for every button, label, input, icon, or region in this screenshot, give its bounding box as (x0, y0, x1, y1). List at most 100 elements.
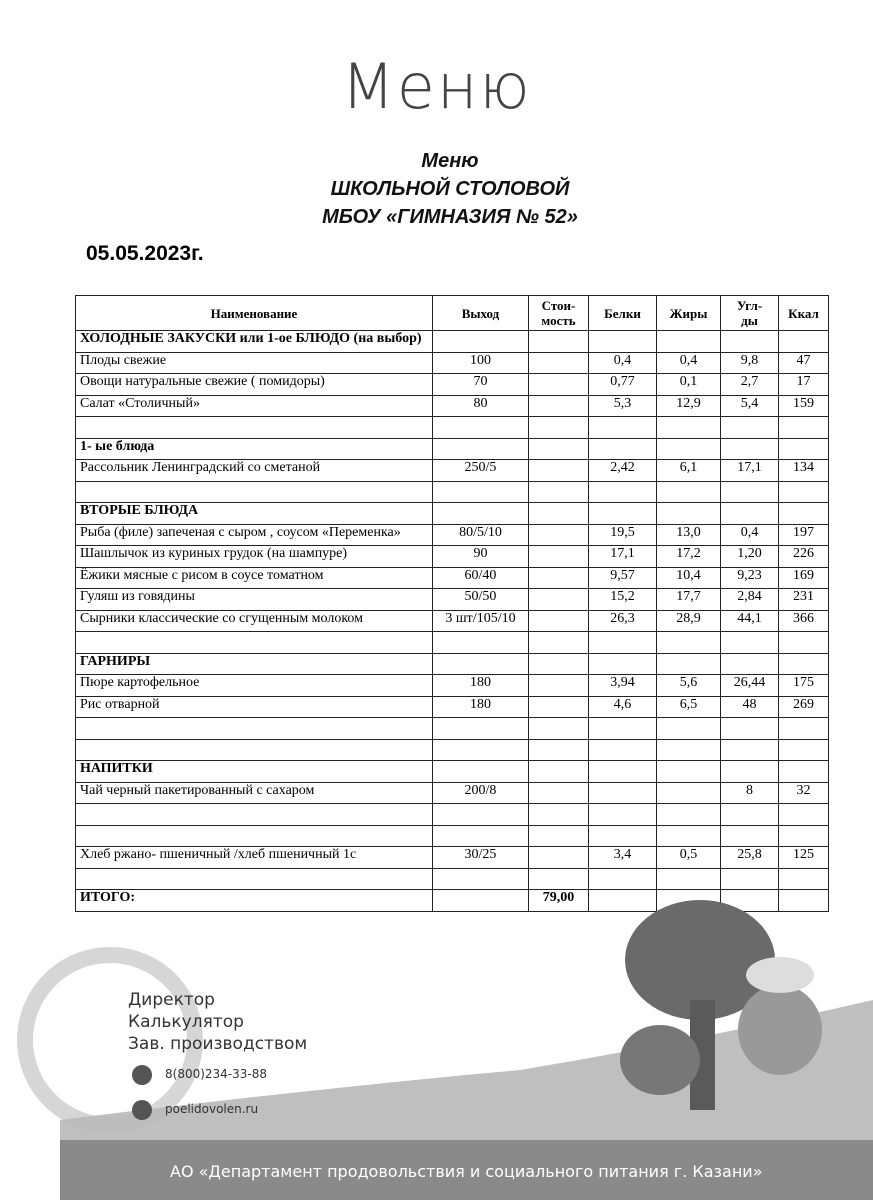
table-cell (778, 717, 829, 740)
column-header: Стои- мость (528, 295, 589, 331)
table-cell (720, 330, 779, 353)
table-cell: 50/50 (432, 588, 529, 611)
table-cell (778, 867, 829, 890)
table-cell: 19,5 (588, 523, 657, 546)
table-row (75, 416, 829, 439)
table-cell (778, 437, 829, 460)
table-cell (778, 652, 829, 675)
table-cell (588, 652, 657, 675)
table-cell: 0,5 (656, 846, 721, 869)
table-cell (720, 889, 779, 912)
role: Зав. производством (128, 1034, 308, 1054)
table-cell: ИТОГО: (75, 889, 433, 912)
table-cell (656, 502, 721, 525)
table-cell (588, 631, 657, 654)
heading-line: МБОУ «ГИМНАЗИЯ № 52» (322, 206, 578, 228)
table-cell: 4,6 (588, 695, 657, 718)
table-cell (75, 867, 433, 890)
table-cell (778, 631, 829, 654)
table-cell (528, 824, 589, 847)
table-cell (720, 631, 779, 654)
heading-line: Меню (421, 150, 479, 172)
table-cell: 0,77 (588, 373, 657, 396)
table-cell (528, 760, 589, 783)
table-cell: 17,2 (656, 545, 721, 568)
table-row (75, 717, 829, 740)
table-cell: 2,84 (720, 588, 779, 611)
table-cell (588, 824, 657, 847)
table-cell (720, 480, 779, 503)
table-cell: Гуляш из говядины (75, 588, 433, 611)
role: Калькулятор (128, 1012, 244, 1032)
table-cell (588, 889, 657, 912)
table-cell: 6,5 (656, 695, 721, 718)
table-row: Шашлычок из куриных грудок (на шампуре) 9… (75, 545, 829, 568)
table-cell: 250/5 (432, 459, 529, 482)
table-cell: 1,20 (720, 545, 779, 568)
table-cell: 9,8 (720, 351, 779, 374)
table-cell (656, 781, 721, 804)
column-header: Жиры (656, 295, 721, 331)
table-cell (656, 416, 721, 439)
table-cell (588, 480, 657, 503)
table-cell: 17,1 (720, 459, 779, 482)
role: Директор (128, 990, 215, 1010)
table-cell (528, 437, 589, 460)
table-row: Овощи натуральные свежие ( помидоры) 70 0,… (75, 373, 829, 396)
table-row: ИТОГО: 79,00 (75, 889, 829, 912)
table-cell (432, 652, 529, 675)
table-cell (432, 416, 529, 439)
table-cell: ХОЛОДНЫЕ ЗАКУСКИ или 1-ое БЛЮДО (на выбо… (75, 330, 433, 353)
table-cell: 5,4 (720, 394, 779, 417)
table-cell (720, 437, 779, 460)
table-cell (720, 502, 779, 525)
table-cell: 48 (720, 695, 779, 718)
table-cell: 47 (778, 351, 829, 374)
table-cell (720, 717, 779, 740)
table-cell (528, 480, 589, 503)
table-cell (778, 330, 829, 353)
table-cell (588, 803, 657, 826)
table-cell (778, 416, 829, 439)
table-cell: 12,9 (656, 394, 721, 417)
table-cell (75, 803, 433, 826)
phone: 8(800)234-33-88 (165, 1067, 268, 1081)
table-cell (720, 416, 779, 439)
table-cell: 200/8 (432, 781, 529, 804)
table-cell: 15,2 (588, 588, 657, 611)
table-cell (656, 889, 721, 912)
table-row (75, 867, 829, 890)
organization: АО «Департамент продовольствия и социаль… (170, 1162, 763, 1181)
table-cell (656, 867, 721, 890)
table-cell (656, 652, 721, 675)
table-cell (432, 631, 529, 654)
table-cell: 0,4 (656, 351, 721, 374)
table-cell (528, 502, 589, 525)
table-cell: Хлеб ржано- пшеничный /хлеб пшеничный 1с (75, 846, 433, 869)
table-row: Сырники классические со сгущенным молоко… (75, 609, 829, 632)
table-cell (528, 330, 589, 353)
table-row: ВТОРЫЕ БЛЮДА (75, 502, 829, 525)
table-cell: 80 (432, 394, 529, 417)
table-cell: 10,4 (656, 566, 721, 589)
table-cell (528, 652, 589, 675)
table-cell (528, 631, 589, 654)
table-cell: 1- ые блюда (75, 437, 433, 460)
table-cell: 100 (432, 351, 529, 374)
table-cell: 30/25 (432, 846, 529, 869)
table-cell (75, 480, 433, 503)
table-cell: 2,7 (720, 373, 779, 396)
table-row: Пюре картофельное 180 3,94 5,6 26,44 175 (75, 674, 829, 697)
table-cell: 3,94 (588, 674, 657, 697)
table-cell: 2,42 (588, 459, 657, 482)
table-cell: 25,8 (720, 846, 779, 869)
table-cell: Рис отварной (75, 695, 433, 718)
table-cell: 180 (432, 695, 529, 718)
table-cell (432, 437, 529, 460)
table-cell: 0,1 (656, 373, 721, 396)
table-cell (656, 717, 721, 740)
table-cell: 60/40 (432, 566, 529, 589)
table-cell (528, 459, 589, 482)
table-cell: 3,4 (588, 846, 657, 869)
table-cell: 17,7 (656, 588, 721, 611)
